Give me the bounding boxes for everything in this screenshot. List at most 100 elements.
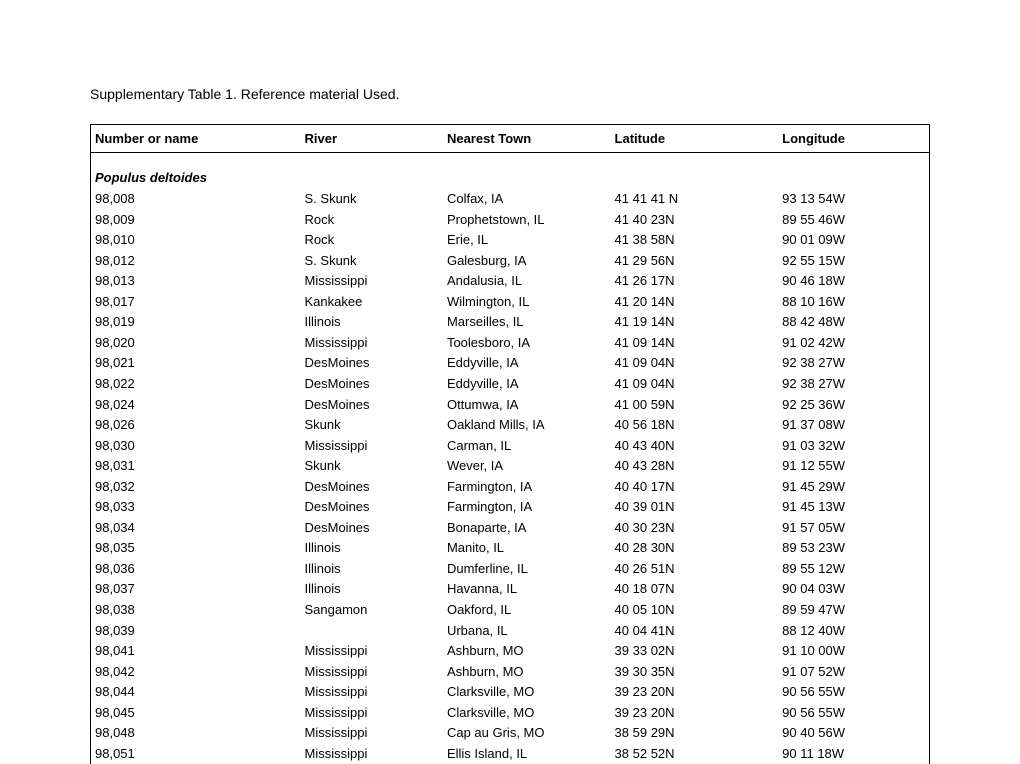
table-cell: Ashburn, MO <box>443 641 611 662</box>
table-cell: Mississippi <box>301 661 443 682</box>
table-row: 98,037IllinoisHavanna, IL40 18 07N90 04 … <box>91 579 929 600</box>
table-cell: Colfax, IA <box>443 189 611 210</box>
table-cell: 40 40 17N <box>611 476 779 497</box>
table-cell: 40 30 23N <box>611 517 779 538</box>
table-cell: Mississippi <box>301 332 443 353</box>
table-row: 98,030MississippiCarman, IL40 43 40N91 0… <box>91 435 929 456</box>
table-row: 98,019IllinoisMarseilles, IL41 19 14N88 … <box>91 312 929 333</box>
table-cell: DesMoines <box>301 517 443 538</box>
table-cell: Oakford, IL <box>443 599 611 620</box>
table-cell: 98,035 <box>91 538 301 559</box>
table-cell: Mississippi <box>301 723 443 744</box>
col-lat: Latitude <box>611 125 779 153</box>
table-cell: Ashburn, MO <box>443 661 611 682</box>
table-cell: 89 53 23W <box>778 538 929 559</box>
table-title: Supplementary Table 1. Reference materia… <box>90 86 930 102</box>
table-cell: Ellis Island, IL <box>443 743 611 764</box>
table-cell: DesMoines <box>301 353 443 374</box>
table-cell: 91 02 42W <box>778 332 929 353</box>
table-cell: DesMoines <box>301 497 443 518</box>
table-cell: Eddyville, IA <box>443 353 611 374</box>
table-cell: 91 37 08W <box>778 415 929 436</box>
table-row: 98,035IllinoisManito, IL40 28 30N89 53 2… <box>91 538 929 559</box>
table-cell: Ottumwa, IA <box>443 394 611 415</box>
table-cell: Farmington, IA <box>443 497 611 518</box>
table-cell: Marseilles, IL <box>443 312 611 333</box>
table-cell: 98,036 <box>91 558 301 579</box>
table-cell: 98,048 <box>91 723 301 744</box>
table-cell: 41 26 17N <box>611 271 779 292</box>
table-cell: Illinois <box>301 538 443 559</box>
table-cell: Sangamon <box>301 599 443 620</box>
table-row: 98,051MississippiEllis Island, IL38 52 5… <box>91 743 929 764</box>
table-cell: 98,039 <box>91 620 301 641</box>
table-cell: 98,026 <box>91 415 301 436</box>
table-cell: 98,010 <box>91 230 301 251</box>
table-cell <box>301 620 443 641</box>
table-cell: Bonaparte, IA <box>443 517 611 538</box>
table-cell: 40 05 10N <box>611 599 779 620</box>
table-row: 98,039Urbana, IL40 04 41N88 12 40W <box>91 620 929 641</box>
table-cell: DesMoines <box>301 373 443 394</box>
table-row: 98,017KankakeeWilmington, IL41 20 14N88 … <box>91 291 929 312</box>
species-row: Populus deltoides <box>91 153 929 189</box>
table-cell: 98,024 <box>91 394 301 415</box>
table-row: 98,010RockErie, IL41 38 58N90 01 09W <box>91 230 929 251</box>
table-row: 98,020MississippiToolesboro, IA41 09 14N… <box>91 332 929 353</box>
table-row: 98,021DesMoinesEddyville, IA41 09 04N92 … <box>91 353 929 374</box>
table-cell: 98,041 <box>91 641 301 662</box>
table-cell: 98,051 <box>91 743 301 764</box>
species-name: Populus deltoides <box>95 170 207 185</box>
table-cell: 98,012 <box>91 250 301 271</box>
table-cell: 91 57 05W <box>778 517 929 538</box>
table-cell: 40 28 30N <box>611 538 779 559</box>
table-cell: Eddyville, IA <box>443 373 611 394</box>
table-cell: S. Skunk <box>301 250 443 271</box>
table-cell: Farmington, IA <box>443 476 611 497</box>
table-cell: 40 43 28N <box>611 456 779 477</box>
table-cell: Illinois <box>301 558 443 579</box>
col-town: Nearest Town <box>443 125 611 153</box>
table-cell: 91 45 13W <box>778 497 929 518</box>
table-cell: 92 38 27W <box>778 353 929 374</box>
table-row: 98,012S. SkunkGalesburg, IA41 29 56N92 5… <box>91 250 929 271</box>
table-cell: 98,020 <box>91 332 301 353</box>
table-cell: 98,044 <box>91 682 301 703</box>
table-cell: 90 01 09W <box>778 230 929 251</box>
table-cell: 98,019 <box>91 312 301 333</box>
table-cell: 41 38 58N <box>611 230 779 251</box>
table-cell: 40 56 18N <box>611 415 779 436</box>
table-cell: 93 13 54W <box>778 189 929 210</box>
table-body: Populus deltoides98,008S. SkunkColfax, I… <box>91 153 929 764</box>
table-cell: 41 29 56N <box>611 250 779 271</box>
table-cell: Illinois <box>301 579 443 600</box>
table-row: 98,038SangamonOakford, IL40 05 10N89 59 … <box>91 599 929 620</box>
table-cell: 90 11 18W <box>778 743 929 764</box>
table-cell: Manito, IL <box>443 538 611 559</box>
data-table: Number or name River Nearest Town Latitu… <box>91 125 929 764</box>
table-cell: 92 25 36W <box>778 394 929 415</box>
table-cell: Cap au Gris, MO <box>443 723 611 744</box>
table-cell: Mississippi <box>301 271 443 292</box>
table-cell: 98,033 <box>91 497 301 518</box>
table-cell: Urbana, IL <box>443 620 611 641</box>
table-cell: Mississippi <box>301 682 443 703</box>
table-cell: Mississippi <box>301 743 443 764</box>
table-cell: Galesburg, IA <box>443 250 611 271</box>
table-cell: 88 42 48W <box>778 312 929 333</box>
table-cell: Skunk <box>301 456 443 477</box>
table-row: 98,013MississippiAndalusia, IL41 26 17N9… <box>91 271 929 292</box>
table-cell: 91 12 55W <box>778 456 929 477</box>
page: Supplementary Table 1. Reference materia… <box>0 0 1020 720</box>
table-cell: Mississippi <box>301 641 443 662</box>
table-cell: 90 04 03W <box>778 579 929 600</box>
table-row: 98,036IllinoisDumferline, IL40 26 51N89 … <box>91 558 929 579</box>
table-cell: 98,038 <box>91 599 301 620</box>
table-cell: 40 43 40N <box>611 435 779 456</box>
table-cell: 90 46 18W <box>778 271 929 292</box>
table-cell: 91 10 00W <box>778 641 929 662</box>
table-cell: 98,030 <box>91 435 301 456</box>
table-cell: 90 56 55W <box>778 682 929 703</box>
table-row: 98,032DesMoinesFarmington, IA40 40 17N91… <box>91 476 929 497</box>
table-cell: 41 00 59N <box>611 394 779 415</box>
